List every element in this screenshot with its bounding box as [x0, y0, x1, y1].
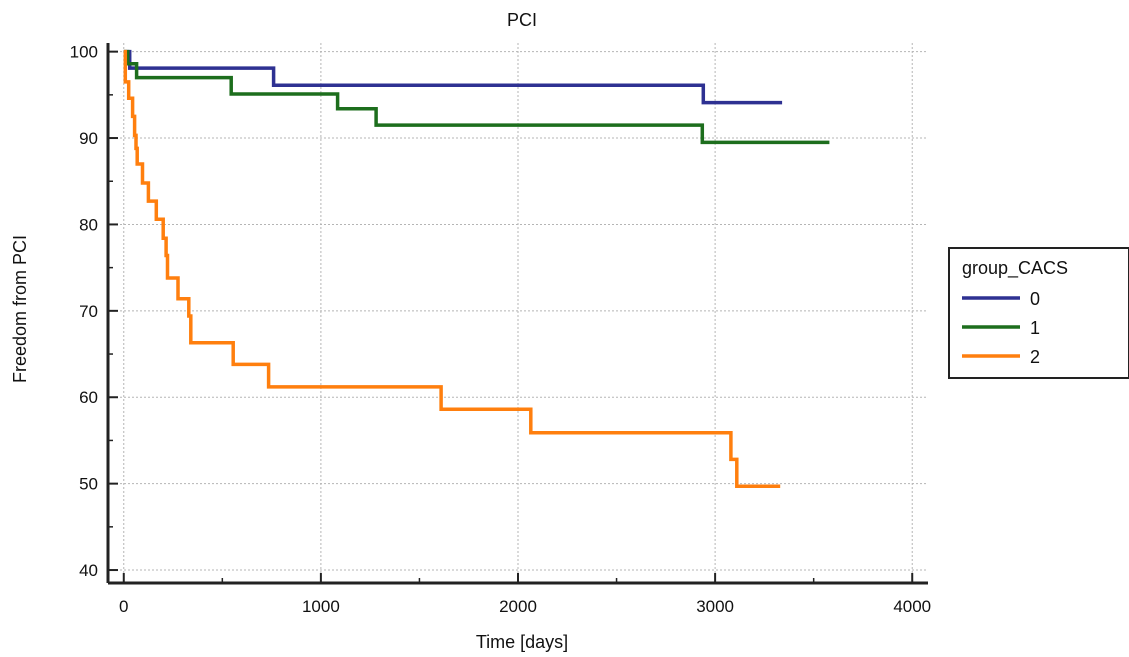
- legend-items: 0 1 2: [962, 289, 1040, 367]
- chart-title: PCI: [507, 10, 537, 30]
- series-line-2: [123, 49, 781, 488]
- y-axis-title: Freedom from PCI: [10, 235, 30, 383]
- y-tick-label: 60: [79, 388, 98, 407]
- series-line-0: [123, 49, 783, 105]
- x-tick-label: 2000: [499, 597, 537, 616]
- y-tick-label: 50: [79, 475, 98, 494]
- legend-label-1: 1: [1030, 318, 1040, 338]
- legend-label-0: 0: [1030, 289, 1040, 309]
- x-tick-label: 4000: [893, 597, 931, 616]
- legend-label-2: 2: [1030, 347, 1040, 367]
- y-tick-label: 40: [79, 561, 98, 580]
- ticks: 0 1000 2000 3000 4000 40 50 60 70 80 90 100: [70, 43, 932, 616]
- y-tick-label: 90: [79, 129, 98, 148]
- series-line-1: [123, 49, 830, 145]
- y-tick-label: 100: [70, 43, 98, 62]
- legend-title: group_CACS: [962, 258, 1068, 279]
- legend: group_CACS 0 1 2: [948, 247, 1129, 379]
- y-tick-label: 80: [79, 215, 98, 234]
- x-tick-label: 3000: [696, 597, 734, 616]
- x-axis-title: Time [days]: [476, 632, 568, 652]
- grid: [108, 43, 928, 583]
- y-tick-label: 70: [79, 302, 98, 321]
- series-group: [123, 49, 830, 488]
- x-tick-label: 1000: [302, 597, 340, 616]
- x-tick-label: 0: [119, 597, 128, 616]
